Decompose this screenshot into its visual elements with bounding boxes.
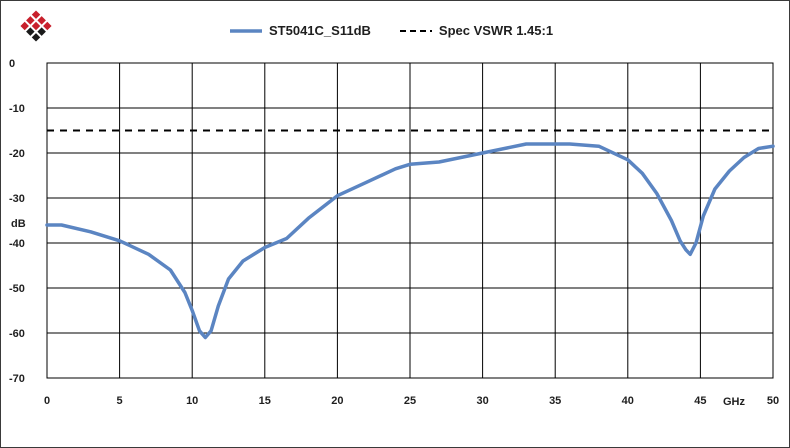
y-tick-label: -10 <box>9 103 25 115</box>
x-tick-label: 20 <box>331 395 343 407</box>
y-tick-label: -30 <box>9 193 25 205</box>
legend-label-spec: Spec VSWR 1.45:1 <box>438 23 554 38</box>
x-tick-label: 15 <box>259 395 271 407</box>
y-tick-label: -20 <box>9 148 25 160</box>
y-tick-label: -70 <box>9 373 25 385</box>
x-tick-label: 25 <box>404 395 416 407</box>
x-tick-label: 50 <box>767 395 779 407</box>
x-tick-label: 45 <box>694 395 706 407</box>
legend-item-s11: ST5041C_S11dB <box>229 23 371 38</box>
x-tick-label: 35 <box>549 395 561 407</box>
y-tick-label: -50 <box>9 283 25 295</box>
y-tick-label: 0 <box>9 58 15 70</box>
diamond-logo-icon <box>19 9 53 43</box>
legend-item-spec: Spec VSWR 1.45:1 <box>399 23 553 38</box>
y-tick-label: -40 <box>9 238 25 250</box>
x-tick-label: 40 <box>622 395 634 407</box>
y-tick-label: -60 <box>9 328 25 340</box>
legend-swatch-s11 <box>230 28 262 33</box>
x-tick-label: 10 <box>186 395 198 407</box>
x-tick-label: 0 <box>44 395 50 407</box>
legend-label-s11: ST5041C_S11dB <box>269 23 371 38</box>
y-axis-label: dB <box>11 218 26 230</box>
x-axis-unit-label: GHz <box>723 396 746 408</box>
x-tick-label: 30 <box>476 395 488 407</box>
chart-legend: ST5041C_S11dB Spec VSWR 1.45:1 <box>229 23 581 38</box>
legend-swatch-spec <box>399 29 432 32</box>
series-line-s11 <box>45 142 775 340</box>
x-tick-label: 5 <box>117 395 123 407</box>
